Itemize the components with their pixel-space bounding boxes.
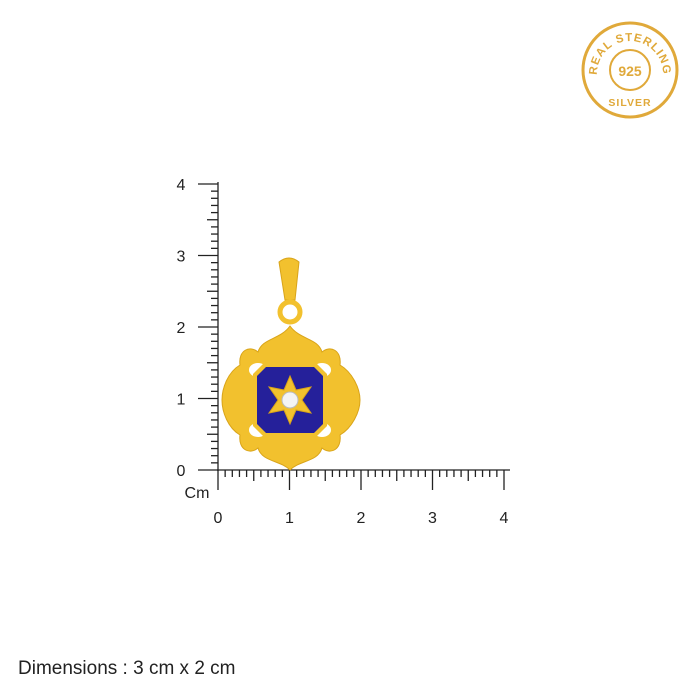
- horizontal-tick-label: 3: [428, 510, 437, 527]
- horizontal-tick-label: 4: [500, 510, 509, 527]
- vertical-tick-label: 4: [177, 177, 186, 194]
- vertical-tick-label: 3: [177, 249, 186, 266]
- pendant: [221, 257, 361, 471]
- horizontal-tick-label: 1: [285, 510, 294, 527]
- pendant-bail: [278, 257, 300, 301]
- crystal-stone: [281, 391, 299, 409]
- badge-center-text: 925: [618, 63, 642, 79]
- horizontal-tick-label: 0: [214, 510, 223, 527]
- pendant-jump-ring: [277, 299, 303, 325]
- vertical-tick-label: 2: [177, 320, 186, 337]
- unit-label: Cm: [185, 485, 210, 502]
- sterling-silver-badge: REAL STERLING 925 SILVER: [581, 21, 679, 119]
- dimensions-caption: Dimensions : 3 cm x 2 cm: [18, 658, 236, 679]
- ruler: 0 1 2 3 4 0 1 2 3 4 Cm: [177, 177, 510, 527]
- horizontal-tick-label: 2: [357, 510, 366, 527]
- vertical-tick-label: 1: [177, 392, 186, 409]
- vertical-tick-label: 0: [177, 463, 186, 480]
- badge-bottom-text: SILVER: [608, 97, 651, 109]
